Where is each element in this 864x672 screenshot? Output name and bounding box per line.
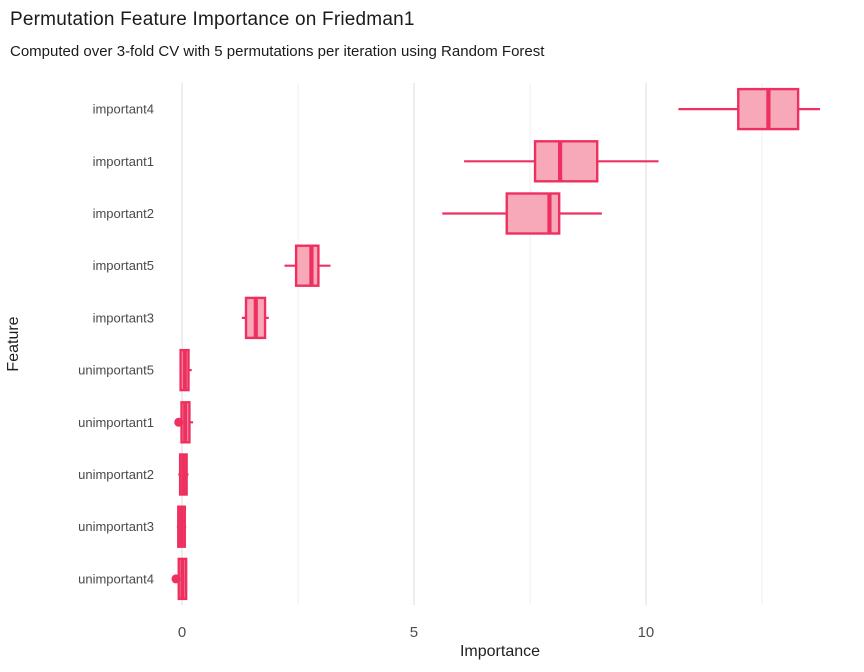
y-tick-label-important2: important2 <box>93 206 154 221</box>
y-tick-label-unimportant3: unimportant3 <box>78 519 154 534</box>
x-tick-label-5: 5 <box>410 624 418 641</box>
chart-subtitle: Computed over 3-fold CV with 5 permutati… <box>10 43 545 60</box>
box-important5 <box>294 244 320 287</box>
outlier-unimportant1 <box>174 417 184 427</box>
y-tick-label-important3: important3 <box>93 310 154 325</box>
y-tick-label-important5: important5 <box>93 258 154 273</box>
x-tick-label-10: 10 <box>638 624 655 641</box>
y-axis-title: Feature <box>5 316 22 372</box>
y-tick-label-unimportant2: unimportant2 <box>78 467 154 482</box>
outlier-unimportant4 <box>171 574 181 584</box>
y-tick-label-unimportant4: unimportant4 <box>78 571 154 586</box>
x-tick-label-0: 0 <box>178 624 186 641</box>
chart-title: Permutation Feature Importance on Friedm… <box>10 9 415 30</box>
y-tick-label-important4: important4 <box>93 102 154 117</box>
x-axis-title: Importance <box>459 643 541 660</box>
box-important1 <box>533 140 599 183</box>
y-tick-label-unimportant1: unimportant1 <box>78 415 154 430</box>
y-tick-label-unimportant5: unimportant5 <box>78 363 154 378</box>
y-tick-label-important1: important1 <box>93 154 154 169</box>
